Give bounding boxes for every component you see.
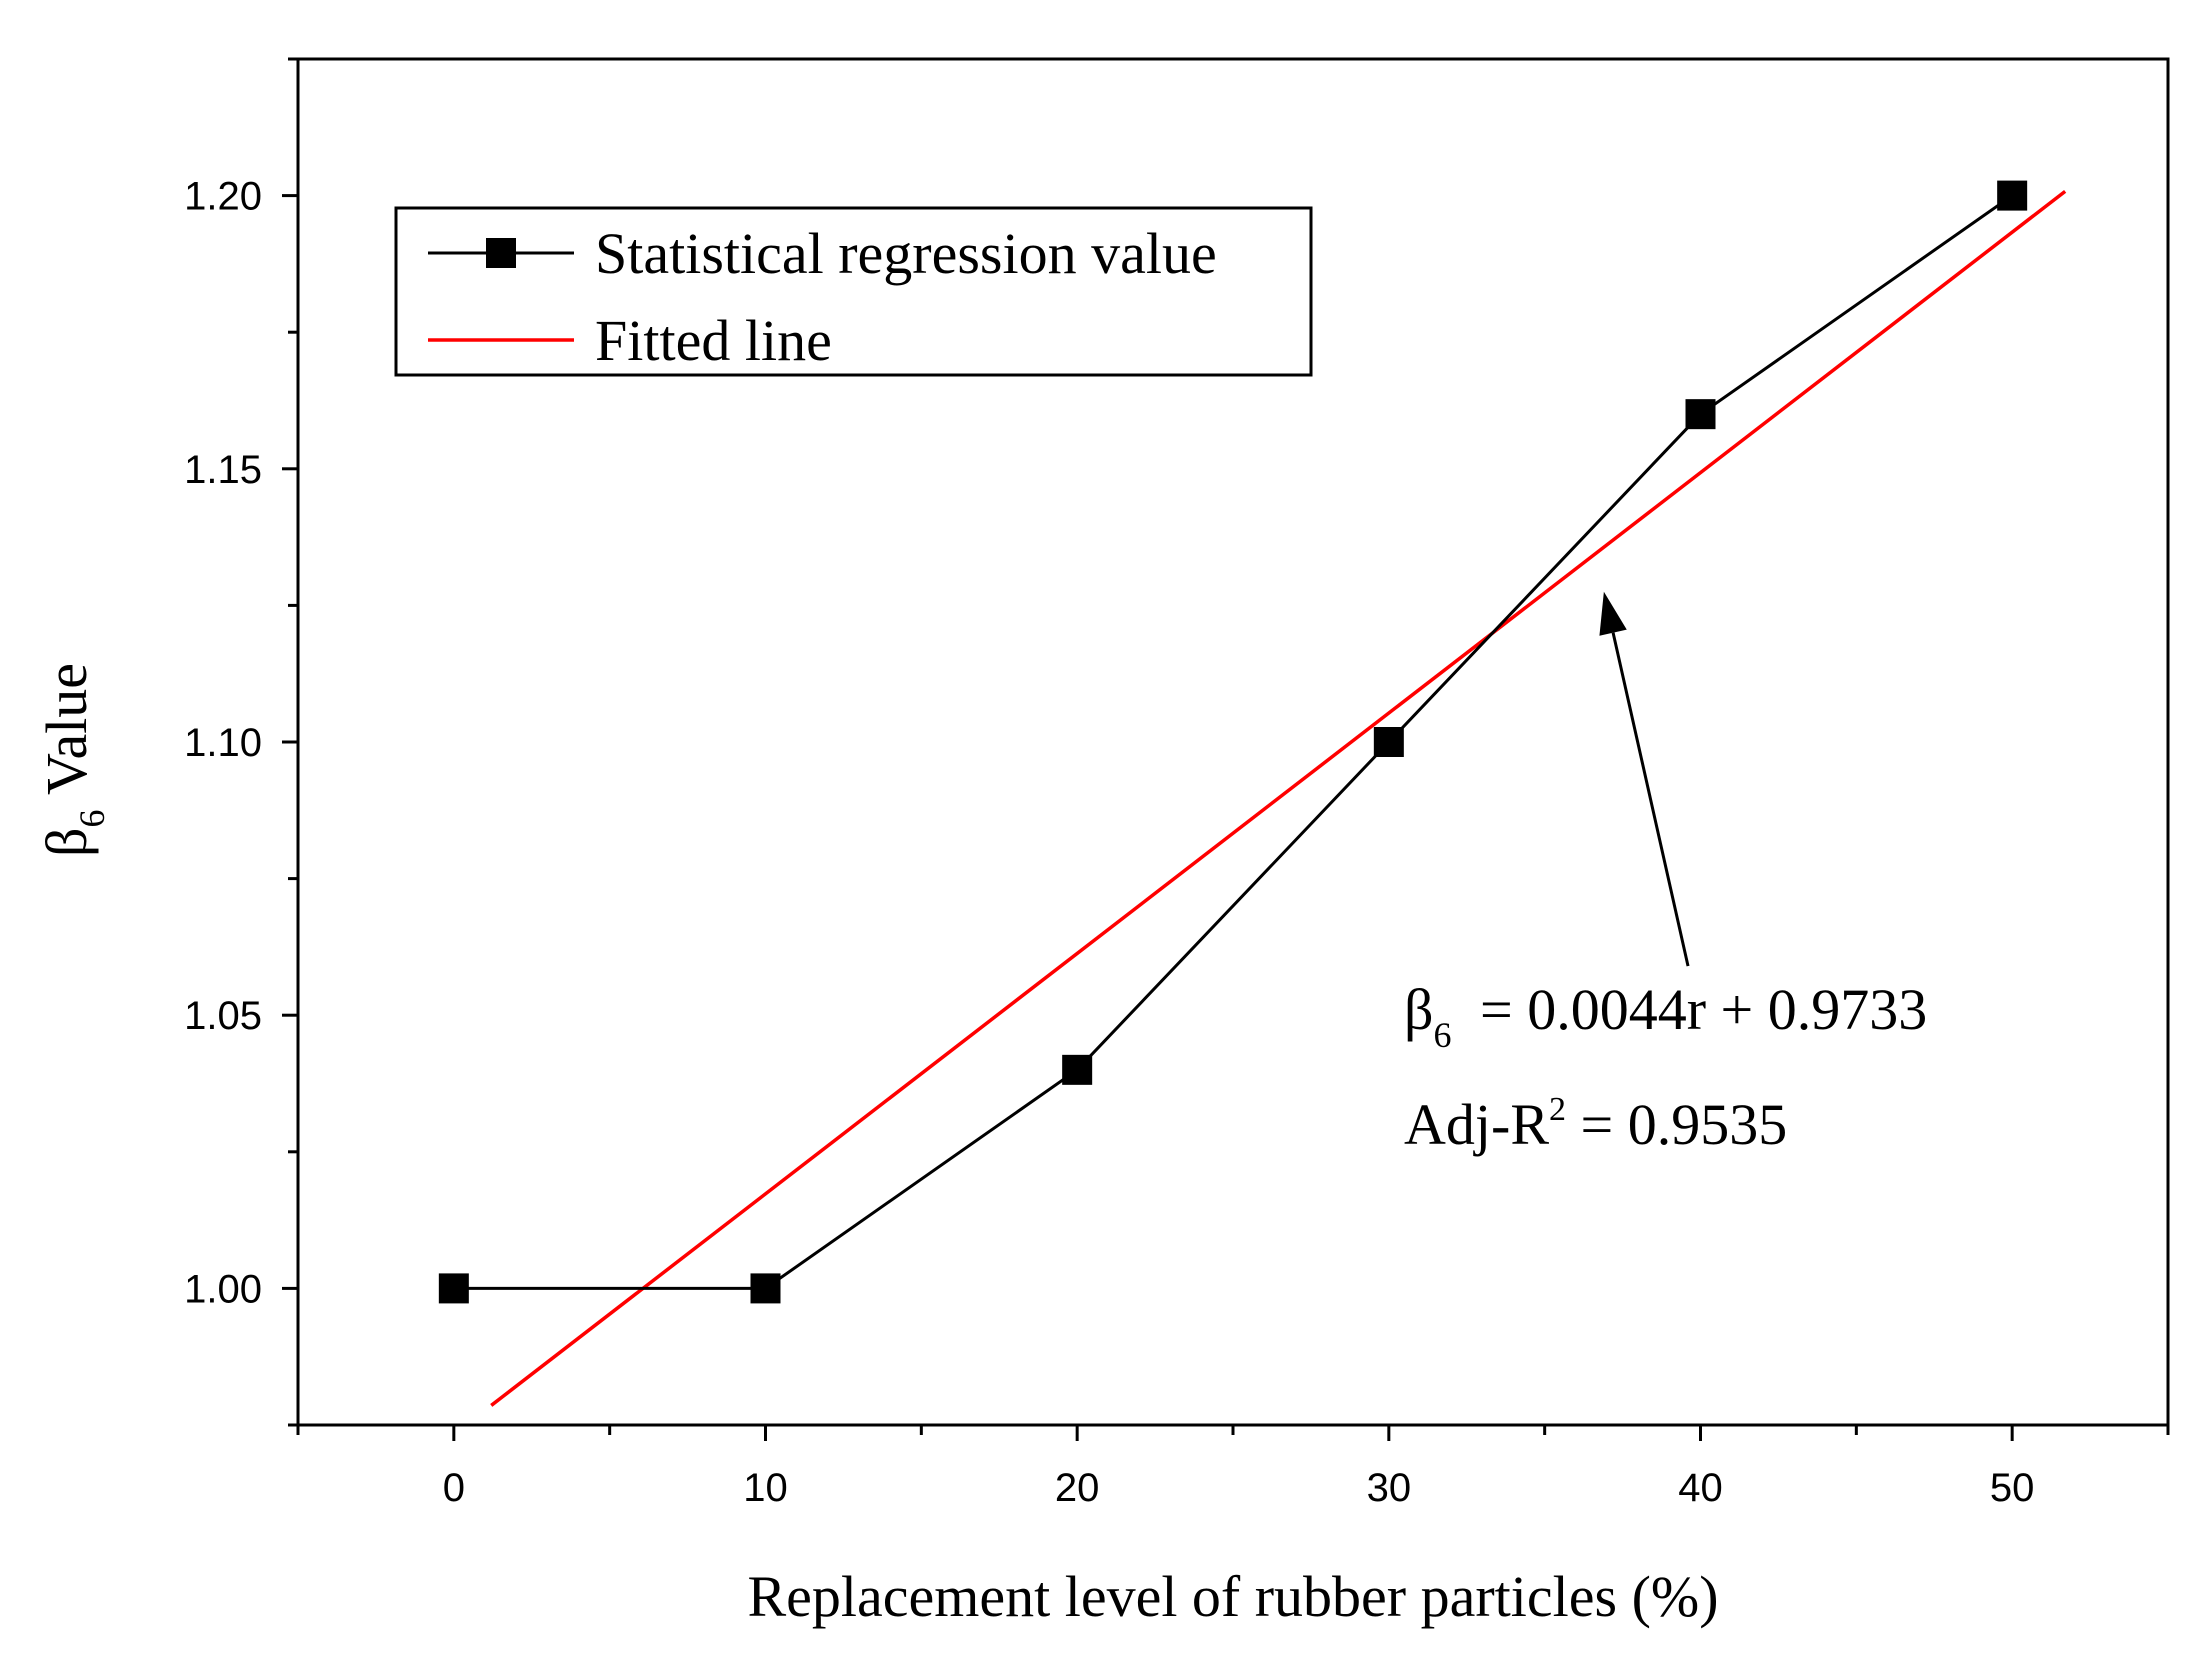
data-point-40 <box>1685 399 1716 430</box>
data-point-0 <box>438 1273 469 1304</box>
data-point-20 <box>1062 1054 1093 1085</box>
r-squared-prefix: Adj-R <box>1404 1092 1549 1157</box>
y-axis-title-symbol: β <box>34 828 99 858</box>
data-point-30 <box>1373 727 1404 757</box>
y-tick-label-1-05: 1.05 <box>184 994 262 1038</box>
y-axis-ticks: 1.00 1.05 1.10 1.15 1.20 <box>184 57 298 1427</box>
annotation: β6 = 0.0044r + 0.9733 Adj-R2 = 0.9535 <box>1404 591 1927 1157</box>
y-tick-label-1: 1.00 <box>184 1267 262 1311</box>
x-tick-label-0: 0 <box>443 1466 465 1510</box>
legend-regression-marker <box>486 238 516 268</box>
y-axis-title-subscript: 6 <box>72 810 112 828</box>
x-tick-label-30: 30 <box>1367 1466 1412 1510</box>
fitted-line <box>490 189 2067 1407</box>
legend-box <box>394 206 1313 377</box>
equation-subscript: 6 <box>1434 1015 1452 1055</box>
equation-symbol: β <box>1404 977 1434 1042</box>
legend-fitted-label: Fitted line <box>595 308 832 373</box>
x-axis-title: Replacement level of rubber particles (%… <box>747 1564 1718 1629</box>
x-tick-label-10: 10 <box>743 1466 788 1510</box>
r-squared-superscript: 2 <box>1549 1091 1566 1128</box>
y-axis-title: β6 Value <box>34 663 112 857</box>
annotation-arrow-shaft <box>1611 632 1690 967</box>
y-tick-label-1-2: 1.20 <box>184 175 262 219</box>
y-tick-label-1-1: 1.10 <box>184 721 262 765</box>
x-tick-label-20: 20 <box>1055 1466 1100 1510</box>
annotation-arrow-head <box>1599 591 1627 636</box>
x-tick-label-50: 50 <box>1990 1466 2035 1510</box>
data-point-50 <box>1997 180 2028 211</box>
data-point-10 <box>750 1273 781 1304</box>
equation-text: β6 = 0.0044r + 0.9733 <box>1404 977 1927 1055</box>
x-axis-ticks: 0 10 20 30 40 50 <box>296 1425 2170 1510</box>
r-squared-value: = 0.9535 <box>1566 1092 1787 1157</box>
legend: Statistical regression value Fitted line <box>394 206 1313 377</box>
equation-body: = 0.0044r + 0.9733 <box>1466 977 1928 1042</box>
y-tick-label-1-15: 1.15 <box>184 448 262 492</box>
x-tick-label-40: 40 <box>1678 1466 1723 1510</box>
legend-regression-label: Statistical regression value <box>595 221 1217 286</box>
regression-line <box>453 194 2014 1290</box>
y-axis-title-rest: Value <box>34 663 99 810</box>
series-layer <box>438 180 2067 1407</box>
r-squared-text: Adj-R2 = 0.9535 <box>1404 1091 1787 1157</box>
